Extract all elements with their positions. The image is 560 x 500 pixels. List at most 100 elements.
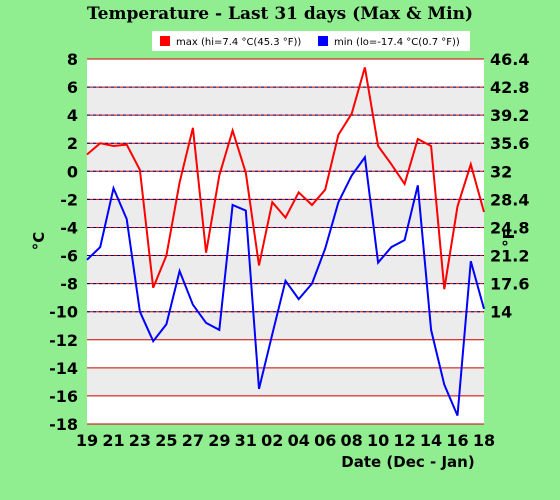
y-tick-label-right: 28.4 [490, 190, 529, 209]
plot-area [87, 59, 484, 424]
data-point-max [112, 145, 114, 147]
data-point-min [205, 322, 207, 324]
data-point-max [483, 211, 485, 213]
x-tick-label: 23 [129, 431, 151, 450]
y-tick-label-left: -6 [60, 247, 78, 266]
data-point-min [443, 384, 445, 386]
data-point-min [390, 246, 392, 248]
data-point-max [324, 189, 326, 191]
y-tick-label-left: -16 [49, 387, 78, 406]
data-point-max [457, 205, 459, 207]
x-tick-label: 02 [261, 431, 283, 450]
y-tick-label-left: -14 [49, 359, 78, 378]
y-tick-label-left: -18 [49, 415, 78, 434]
data-point-max [152, 287, 154, 289]
data-point-max [126, 144, 128, 146]
x-tick-label: 10 [367, 431, 389, 450]
data-point-min [470, 260, 472, 262]
data-point-min [483, 308, 485, 310]
data-point-max [377, 145, 379, 147]
y-tick-label-right: 39.2 [490, 106, 529, 125]
y-tick-label-left: 2 [67, 134, 78, 153]
x-tick-label: 21 [102, 431, 124, 450]
y-axis-right-ticks: 46.4 42.8 39.2 35.6 32 28.4 24.8 21.2 17.6 14 [490, 50, 529, 322]
y-tick-label-left: 4 [67, 106, 78, 125]
y-tick-label-right: 46.4 [490, 50, 529, 69]
y-tick-label-right: 17.6 [490, 275, 529, 294]
data-point-min [311, 283, 313, 285]
y-axis-label-left: °C [30, 232, 48, 251]
x-tick-label: 29 [208, 431, 230, 450]
x-tick-label: 14 [420, 431, 442, 450]
data-point-max [430, 145, 432, 147]
data-point-min [126, 218, 128, 220]
x-tick-label: 19 [76, 431, 98, 450]
data-point-max [337, 134, 339, 136]
grid-band [87, 311, 484, 340]
legend-swatch-max [160, 36, 170, 46]
x-tick-label: 18 [473, 431, 495, 450]
data-point-min [271, 333, 273, 335]
grid-band [87, 143, 484, 172]
data-point-max [470, 163, 472, 165]
x-tick-label: 31 [235, 431, 257, 450]
y-tick-label-left: -4 [60, 218, 78, 237]
data-point-min [112, 187, 114, 189]
y-axis-left-ticks: 8 6 4 2 0 -2 -4 -6 -8 -10 -12 -14 -16 -18 [49, 50, 78, 434]
legend-swatch-min [318, 36, 328, 46]
data-point-min [337, 201, 339, 203]
data-point-min [377, 262, 379, 264]
data-point-max [139, 169, 141, 171]
y-tick-label-right: 21.2 [490, 247, 529, 266]
y-tick-label-left: 8 [67, 50, 78, 69]
data-point-max [364, 66, 366, 68]
data-point-min [232, 204, 234, 206]
data-point-max [205, 252, 207, 254]
y-axis-label-right: °F [500, 229, 518, 247]
data-point-max [179, 182, 181, 184]
data-point-min [139, 311, 141, 313]
x-tick-label: 25 [155, 431, 177, 450]
series-line-min [86, 154, 485, 416]
y-tick-label-right: 35.6 [490, 134, 529, 153]
x-tick-label: 12 [393, 431, 415, 450]
x-axis-ticks: 19 21 23 25 27 29 31 02 04 06 08 10 12 14 16 18 [76, 431, 495, 450]
data-point-max [351, 113, 353, 115]
gridlines-fahrenheit [87, 86, 484, 313]
data-point-min [192, 304, 194, 306]
data-point-max [232, 130, 234, 132]
data-point-max [192, 127, 194, 129]
y-tick-label-left: 6 [67, 78, 78, 97]
data-point-max [258, 264, 260, 266]
data-point-max [417, 138, 419, 140]
legend: max (hi=7.4 °C(45.3 °F)) min (lo=-17.4 °… [152, 31, 470, 51]
y-tick-label-right: 42.8 [490, 78, 529, 97]
data-point-min [364, 156, 366, 158]
data-point-min [417, 184, 419, 186]
grid-band [87, 199, 484, 228]
y-tick-label-right: 14 [490, 303, 512, 322]
data-point-max [271, 201, 273, 203]
data-point-min [404, 239, 406, 241]
data-point-min [324, 248, 326, 250]
grid-band [87, 87, 484, 116]
series-line-max [86, 67, 485, 290]
data-point-max [218, 175, 220, 177]
y-tick-label-left: -2 [60, 190, 78, 209]
y-tick-label-right: 24.8 [490, 218, 529, 237]
data-point-max [99, 142, 101, 144]
data-point-max [390, 163, 392, 165]
data-point-min [430, 329, 432, 331]
series-lines [86, 66, 485, 416]
data-point-max [311, 204, 313, 206]
y-tick-label-left: -8 [60, 275, 78, 294]
x-tick-label: 08 [341, 431, 363, 450]
y-tick-label-left: -10 [49, 303, 78, 322]
x-tick-label: 16 [446, 431, 468, 450]
chart-title: Temperature - Last 31 days (Max & Min) [87, 4, 473, 24]
data-point-min [298, 298, 300, 300]
data-point-min [218, 329, 220, 331]
y-tick-label-right: 32 [490, 162, 512, 181]
grid-band [87, 367, 484, 396]
